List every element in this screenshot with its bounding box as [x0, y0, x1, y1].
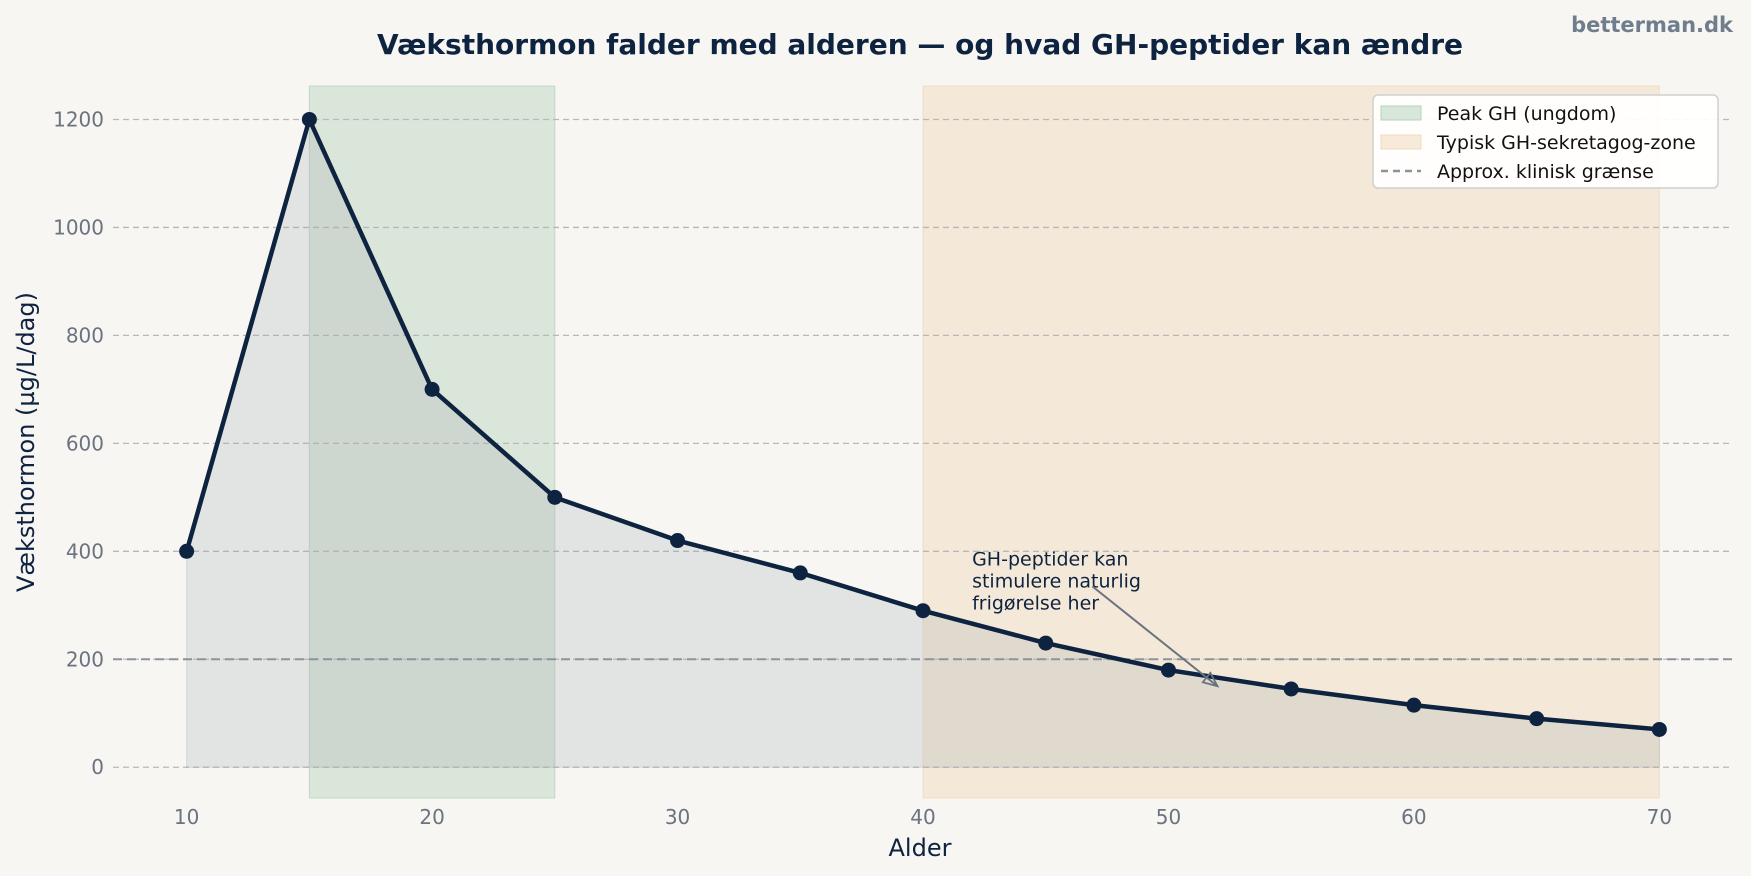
data-point-age-50	[1160, 662, 1176, 678]
annotation-arrow-shaft	[1091, 585, 1219, 688]
data-point-age-40	[915, 603, 931, 619]
highlight-spans	[308, 85, 1660, 799]
annotation-text-line-2: stimulere naturlig	[972, 570, 1141, 592]
legend: Peak GH (ungdom) Typisk GH-sekretagog-zon…	[1372, 94, 1719, 189]
x-tick-40: 40	[910, 805, 935, 829]
data-point-age-60	[1406, 697, 1422, 713]
x-tick-labels: 10 20 30 40 50 60 70	[174, 805, 1672, 829]
legend-label-2: Typisk GH-sekretagog-zone	[1436, 132, 1696, 154]
data-point-age-20	[424, 381, 440, 397]
data-point-age-70	[1651, 721, 1667, 737]
data-point-age-45	[1038, 635, 1054, 651]
y-tick-0: 0	[91, 755, 104, 779]
annotation-arrow-head	[1201, 671, 1220, 688]
data-point-age-35	[792, 565, 808, 581]
y-tick-600: 600	[66, 431, 104, 455]
y-tick-400: 400	[66, 539, 104, 563]
legend-label-1: Peak GH (ungdom)	[1437, 103, 1616, 125]
watermark: betterman.dk	[1571, 13, 1734, 37]
y-tick-1000: 1000	[53, 215, 104, 239]
legend-box	[1372, 94, 1719, 189]
x-axis-title: Alder	[889, 834, 952, 862]
chart-title: Væksthormon falder med alderen — og hvad…	[377, 28, 1463, 61]
legend-swatch-secretagog-zone	[1380, 134, 1422, 150]
x-tick-10: 10	[174, 805, 199, 829]
annotation-text-line-3: frigørelse her	[972, 592, 1099, 614]
data-point-age-30	[670, 533, 686, 549]
data-point-age-65	[1529, 711, 1545, 727]
data-point-age-25	[547, 489, 563, 505]
data-point-age-10	[179, 543, 195, 559]
annotation-text-line-1: GH-peptider kan	[972, 548, 1128, 570]
y-tick-800: 800	[66, 323, 104, 347]
data-point-age-15	[301, 111, 317, 127]
x-tick-30: 30	[665, 805, 690, 829]
x-tick-50: 50	[1156, 805, 1181, 829]
x-tick-20: 20	[419, 805, 444, 829]
data-point-age-55	[1283, 681, 1299, 697]
y-tick-1200: 1200	[53, 107, 104, 131]
x-tick-60: 60	[1401, 805, 1426, 829]
highlight-span-secretagog-zone	[922, 85, 1660, 799]
y-axis-title: Væksthormon (µg/L/dag)	[12, 292, 40, 592]
legend-swatch-peak-gh	[1380, 105, 1422, 121]
legend-label-3: Approx. klinisk grænse	[1437, 161, 1654, 183]
data-points	[179, 111, 1667, 737]
y-tick-200: 200	[66, 647, 104, 671]
y-tick-labels: 0 200 400 600 800 1000 1200	[53, 107, 104, 779]
x-tick-70: 70	[1647, 805, 1672, 829]
